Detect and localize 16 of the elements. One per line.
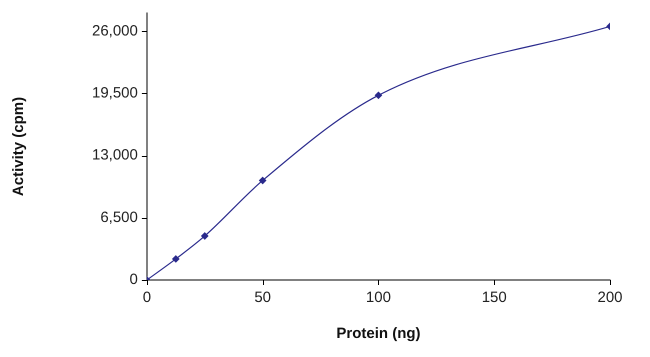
point (201, 232, 208, 240)
y-tick-label: 6,500 (100, 208, 138, 226)
x-axis-title: Protein (ng) (336, 325, 421, 342)
y-tick-label: 13,000 (92, 146, 138, 164)
x-tick-label: 100 (366, 289, 391, 306)
y-axis-title: Activity (cpm) (10, 96, 28, 196)
point (374, 92, 382, 99)
x-tick-label: 150 (482, 289, 507, 306)
y-tick-label: 0 (130, 271, 138, 288)
x-tick-label: 200 (597, 289, 623, 306)
x-tick-label: 50 (254, 289, 272, 306)
point (259, 176, 266, 184)
point (172, 255, 180, 263)
x-tick-label: 0 (142, 289, 152, 306)
y-tick-label: 19,500 (92, 84, 138, 102)
y-tick-label: 26,000 (92, 22, 138, 40)
